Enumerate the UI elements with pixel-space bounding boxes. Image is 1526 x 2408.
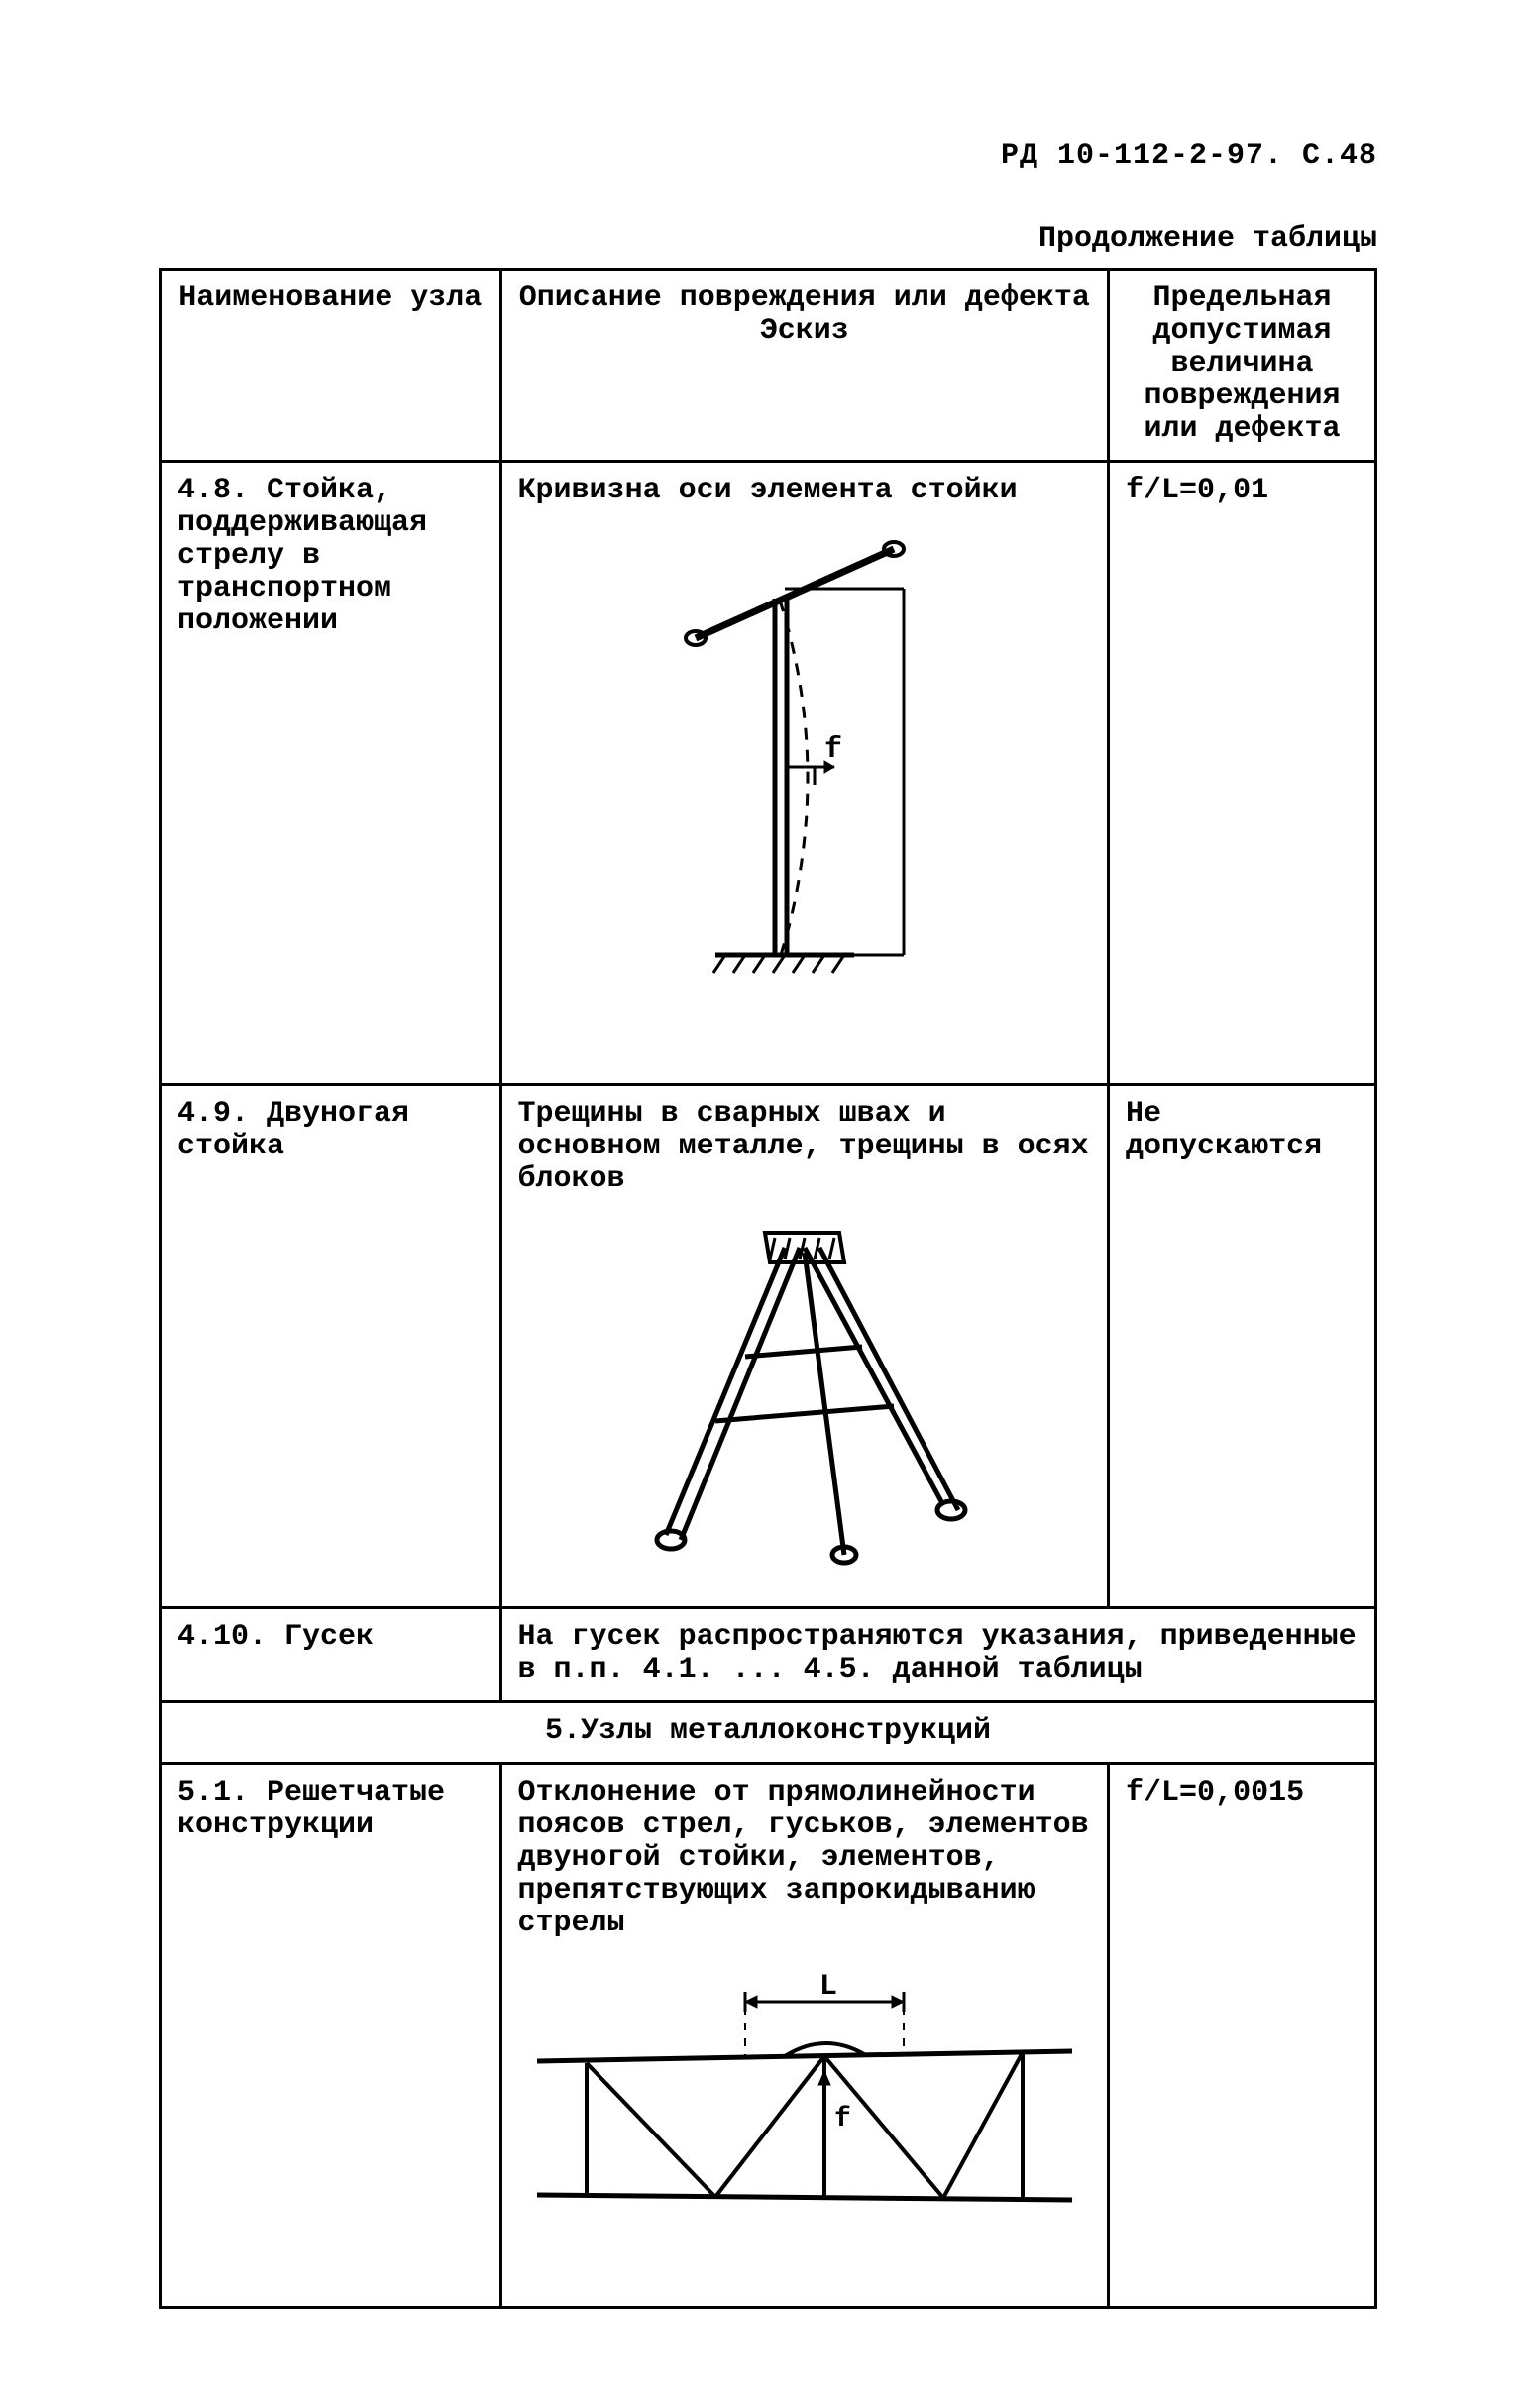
cell-desc: Кривизна оси элемента стойки — [500, 462, 1109, 1085]
cell-name: 4.8. Стойка, поддерживающая стрелу в тра… — [161, 462, 501, 1085]
table-row: 5.1. Решетчатые конструкции Отклонение о… — [161, 1764, 1376, 2308]
cell-name: 4.10. Гусек — [161, 1608, 501, 1702]
document-id: РД 10-112-2-97. С.48 — [159, 139, 1377, 172]
section-heading: 5.Узлы металлоконструкций — [161, 1702, 1376, 1764]
sketch-strut-curvature: f — [636, 519, 973, 995]
cell-limit: f/L=0,01 — [1109, 462, 1376, 1085]
col-header-desc: Описание повреждения или дефекта Эскиз — [500, 270, 1109, 462]
desc-text: Кривизна оси элемента стойки — [518, 474, 1018, 507]
cell-limit: f/L=0,0015 — [1109, 1764, 1376, 2308]
sketch-label-L: L — [819, 1970, 837, 2004]
table-row: 4.10. Гусек На гусек распространяются ук… — [161, 1608, 1376, 1702]
defects-table: Наименование узла Описание повреждения и… — [159, 268, 1377, 2309]
sketch-aframe — [597, 1208, 1013, 1585]
cell-limit: Не допускаются — [1109, 1085, 1376, 1608]
table-header-row: Наименование узла Описание повреждения и… — [161, 270, 1376, 462]
table-section-row: 5.Узлы металлоконструкций — [161, 1702, 1376, 1764]
table-row: 4.8. Стойка, поддерживающая стрелу в тра… — [161, 462, 1376, 1085]
sketch-label-f: f — [834, 2104, 851, 2134]
cell-name: 5.1. Решетчатые конструкции — [161, 1764, 501, 2308]
col-header-name: Наименование узла — [161, 270, 501, 462]
cell-desc: Трещины в сварных швах и основном металл… — [500, 1085, 1109, 1608]
sketch-lattice-truss: L f — [527, 1952, 1082, 2230]
cell-name: 4.9. Двуногая стойка — [161, 1085, 501, 1608]
col-header-limit: Предельная допустимая величина поврежден… — [1109, 270, 1376, 462]
desc-text: Отклонение от прямолинейности поясов стр… — [518, 1776, 1089, 1940]
cell-desc: Отклонение от прямолинейности поясов стр… — [500, 1764, 1109, 2308]
table-row: 4.9. Двуногая стойка Трещины в сварных ш… — [161, 1085, 1376, 1608]
desc-text: Трещины в сварных швах и основном металл… — [518, 1097, 1089, 1196]
page: РД 10-112-2-97. С.48 Продолжение таблицы… — [0, 0, 1526, 2408]
sketch-label-f: f — [824, 733, 842, 767]
cell-desc: На гусек распространяются указания, прив… — [500, 1608, 1375, 1702]
table-continuation-label: Продолжение таблицы — [159, 222, 1377, 256]
